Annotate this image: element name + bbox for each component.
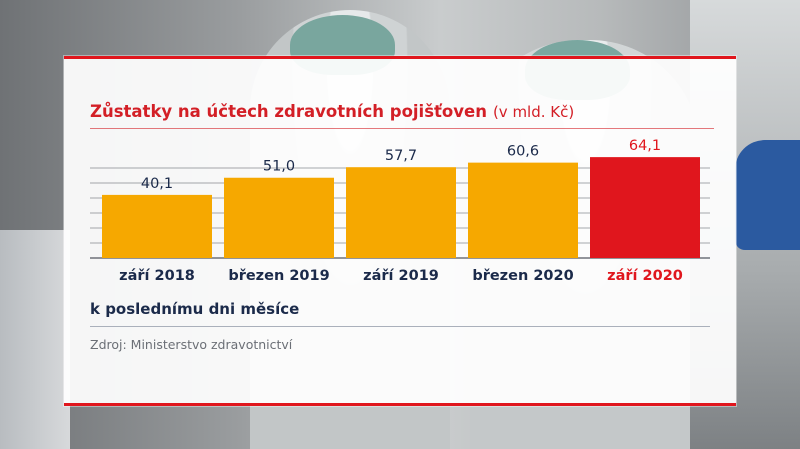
chart-subtitle: k poslednímu dni měsíce	[90, 300, 300, 318]
value-label-2: 57,7	[385, 148, 417, 164]
bar-2	[346, 167, 456, 258]
category-label-0: září 2018	[119, 268, 195, 284]
subtitle-divider	[90, 326, 710, 327]
bar-chart: 40,1 51,0 57,7 60,6 64,1 září 2018 březen 201…	[90, 138, 710, 284]
chart-title-row: Zůstatky na účtech zdravotních pojišťove…	[90, 102, 690, 126]
title-divider	[90, 128, 714, 129]
panel-top-accent	[64, 56, 736, 59]
chart-category-labels: září 2018 březen 2019 září 2019 březen 2020…	[119, 268, 683, 284]
background-car	[735, 140, 800, 250]
category-label-4: září 2020	[607, 268, 683, 284]
background-cabinet	[0, 230, 70, 449]
panel-bottom-accent	[64, 403, 736, 406]
chart-value-labels: 40,1 51,0 57,7 60,6 64,1	[141, 138, 661, 192]
chart-panel: Zůstatky na účtech zdravotních pojišťove…	[64, 56, 736, 406]
bar-1	[224, 177, 334, 258]
category-label-2: září 2019	[363, 268, 439, 284]
value-label-0: 40,1	[141, 176, 173, 192]
value-label-1: 51,0	[263, 159, 295, 175]
category-label-1: březen 2019	[228, 268, 329, 284]
category-label-3: březen 2020	[472, 268, 573, 284]
bar-4	[590, 157, 700, 258]
chart-unit: (v mld. Kč)	[492, 103, 575, 121]
value-label-4: 64,1	[629, 138, 661, 154]
bar-0	[102, 194, 212, 258]
chart-title: Zůstatky na účtech zdravotních pojišťove…	[90, 102, 487, 121]
bar-3	[468, 162, 578, 258]
chart-source: Zdroj: Ministerstvo zdravotnictví	[90, 337, 293, 352]
chart-bars	[102, 157, 700, 258]
value-label-3: 60,6	[507, 144, 539, 160]
